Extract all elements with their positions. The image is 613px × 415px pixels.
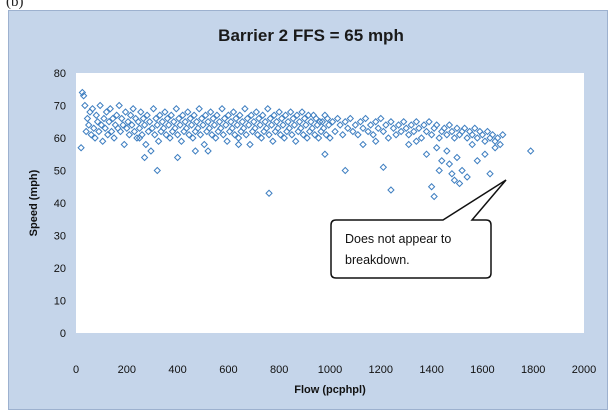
x-axis-title: Flow (pcphpl): [294, 384, 366, 396]
x-tick-label: 400: [168, 364, 186, 376]
x-tick-label: 1400: [419, 364, 443, 376]
x-tick-label: 600: [219, 364, 237, 376]
callout-text-line-2: breakdown.: [345, 253, 410, 267]
y-tick-label: 60: [54, 133, 66, 145]
y-tick-label: 50: [54, 166, 66, 178]
callout-text-line-1: Does not appear to: [345, 232, 451, 246]
y-axis: 0 10 20 30 40 50 60 70 80: [54, 68, 66, 340]
chart-title: Barrier 2 FFS = 65 mph: [218, 26, 404, 45]
x-tick-label: 1200: [369, 364, 393, 376]
x-tick-label: 1800: [521, 364, 545, 376]
y-tick-label: 20: [54, 263, 66, 275]
x-tick-label: 1600: [470, 364, 494, 376]
scatter-chart: Barrier 2 FFS = 65 mph 0 200 400 600 800 1000…: [9, 11, 609, 411]
x-axis: 0 200 400 600 800 1000 1200 1400 1600 1800 2000: [73, 364, 596, 376]
x-tick-label: 800: [270, 364, 288, 376]
y-tick-label: 10: [54, 296, 66, 308]
y-tick-label: 30: [54, 231, 66, 243]
x-tick-label: 1000: [318, 364, 342, 376]
chart-frame: Barrier 2 FFS = 65 mph 0 200 400 600 800 1000…: [8, 10, 608, 410]
y-axis-title: Speed (mph): [28, 169, 40, 236]
y-tick-label: 70: [54, 101, 66, 113]
y-tick-label: 40: [54, 198, 66, 210]
y-tick-label: 0: [60, 328, 66, 340]
x-tick-label: 200: [118, 364, 136, 376]
plot-area: [76, 73, 584, 333]
y-tick-label: 80: [54, 68, 66, 80]
x-tick-label: 0: [73, 364, 79, 376]
x-tick-label: 2000: [572, 364, 596, 376]
